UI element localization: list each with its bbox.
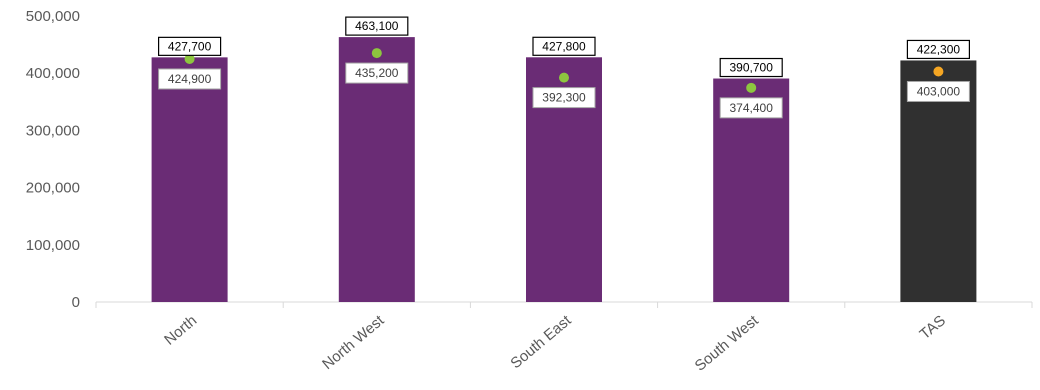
point-value-label-box bbox=[532, 87, 596, 109]
point-marker bbox=[933, 66, 944, 77]
point-value-label: 435,200 bbox=[355, 66, 399, 80]
y-tick-label: 300,000 bbox=[26, 122, 80, 139]
bar-value-label-box bbox=[345, 16, 409, 36]
bar-value-label-box bbox=[906, 39, 971, 60]
y-tick-label: 500,000 bbox=[26, 8, 80, 25]
category-label: North West bbox=[319, 312, 388, 374]
point-marker bbox=[184, 53, 195, 64]
bar-value-label: 422,300 bbox=[917, 42, 961, 56]
point-value-label: 392,300 bbox=[542, 91, 586, 105]
bar-value-label: 390,700 bbox=[730, 61, 774, 75]
category-label: North bbox=[161, 312, 200, 349]
point-value-label-box bbox=[158, 68, 222, 90]
point-value-label: 424,900 bbox=[168, 72, 212, 86]
point-marker bbox=[746, 82, 757, 93]
y-tick-label: 200,000 bbox=[26, 180, 80, 197]
y-tick-label: 0 bbox=[72, 294, 80, 311]
bar bbox=[151, 57, 228, 303]
point-marker bbox=[371, 48, 382, 59]
bar-value-label: 463,100 bbox=[355, 19, 399, 33]
point-value-label-box bbox=[719, 97, 783, 119]
point-marker bbox=[559, 72, 569, 83]
category-label: South East bbox=[507, 312, 575, 373]
point-value-label: 374,400 bbox=[730, 101, 774, 115]
bar-value-label-box bbox=[158, 36, 222, 56]
bar-value-label-box bbox=[532, 36, 596, 56]
point-layer bbox=[184, 48, 944, 93]
bar-value-label-box bbox=[719, 57, 783, 78]
label-layer: 427,700 424,900 463,100 435,200 427,800 392,3… bbox=[158, 16, 971, 119]
category-label: South West bbox=[692, 312, 763, 375]
y-tick-label: 100,000 bbox=[26, 237, 80, 254]
point-value-label: 403,000 bbox=[917, 84, 961, 98]
y-tick-label: 400,000 bbox=[26, 65, 80, 82]
bar-value-label: 427,800 bbox=[542, 39, 586, 53]
category-label: TAS bbox=[917, 312, 949, 343]
bar-value-label: 427,700 bbox=[168, 39, 212, 53]
point-value-label-box bbox=[906, 80, 970, 102]
point-value-label-box bbox=[345, 62, 409, 84]
